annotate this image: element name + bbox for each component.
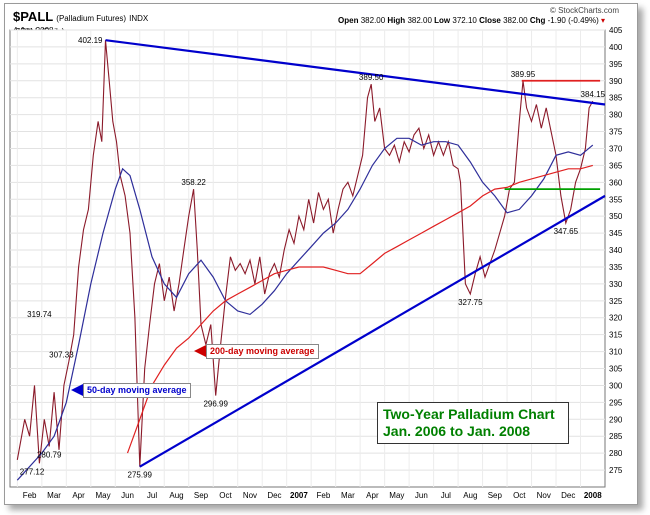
close-label: Close bbox=[479, 16, 501, 25]
caption-line-2: Jan. 2006 to Jan. 2008 bbox=[383, 423, 531, 439]
data-label: 319.74 bbox=[27, 310, 52, 319]
chg-value: -1.90 (-0.49%) bbox=[547, 16, 599, 25]
series-ma200 bbox=[126, 164, 593, 454]
ma200-annotation: 200-day moving average bbox=[206, 344, 319, 359]
exchange: INDX bbox=[129, 14, 149, 23]
y-tick-label: 345 bbox=[609, 229, 623, 238]
ma50-annotation: 50-day moving average bbox=[83, 383, 191, 398]
data-label: 277.12 bbox=[20, 467, 45, 476]
data-label: 389.50 bbox=[359, 73, 384, 82]
chart-caption: Two-Year Palladium Chart Jan. 2006 to Ja… bbox=[377, 402, 569, 444]
x-tick-label: Mar bbox=[341, 491, 355, 500]
x-tick-label: 2007 bbox=[290, 491, 308, 500]
high-value: 382.00 bbox=[407, 16, 432, 25]
x-tick-label: Jun bbox=[415, 491, 428, 500]
open-value: 382.00 bbox=[360, 16, 386, 25]
symbol-name: (Palladium Futures) bbox=[56, 14, 127, 23]
data-label: 327.75 bbox=[458, 298, 483, 307]
y-tick-label: 385 bbox=[609, 94, 623, 103]
x-tick-label: Nov bbox=[537, 491, 551, 500]
x-tick-label: Jun bbox=[121, 491, 134, 500]
data-label: 275.99 bbox=[128, 471, 153, 480]
y-tick-label: 275 bbox=[609, 466, 623, 475]
open-label: Open bbox=[338, 16, 359, 25]
y-tick-label: 300 bbox=[609, 381, 623, 390]
x-tick-label: Mar bbox=[47, 491, 61, 500]
x-tick-label: Sep bbox=[488, 491, 503, 500]
x-tick-label: Apr bbox=[366, 491, 379, 500]
line-trend_upper bbox=[105, 39, 606, 106]
y-tick-label: 350 bbox=[609, 212, 623, 221]
data-label: 347.65 bbox=[554, 227, 579, 236]
y-tick-label: 380 bbox=[609, 111, 623, 120]
data-label: 307.33 bbox=[49, 351, 74, 360]
close-value: 382.00 bbox=[503, 16, 528, 25]
x-tick-label: May bbox=[389, 491, 404, 500]
x-tick-label: Sep bbox=[194, 491, 209, 500]
x-tick-label: Oct bbox=[513, 491, 526, 500]
y-tick-label: 365 bbox=[609, 161, 623, 170]
ohlc-readout: Open 382.00 High 382.00 Low 372.10 Close… bbox=[338, 16, 605, 25]
y-tick-label: 405 bbox=[609, 26, 623, 35]
series-price bbox=[16, 40, 594, 467]
chart-frame: $PALL (Palladium Futures) INDX 4-Jan-200… bbox=[4, 3, 638, 505]
x-tick-label: Oct bbox=[219, 491, 232, 500]
y-tick-label: 375 bbox=[609, 128, 623, 137]
y-tick-label: 340 bbox=[609, 246, 623, 255]
y-tick-label: 320 bbox=[609, 314, 623, 323]
y-tick-label: 325 bbox=[609, 297, 623, 306]
symbol: $PALL bbox=[13, 9, 54, 24]
low-value: 372.10 bbox=[452, 16, 477, 25]
y-tick-label: 370 bbox=[609, 144, 623, 153]
y-tick-label: 360 bbox=[609, 178, 623, 187]
y-tick-label: 305 bbox=[609, 365, 623, 374]
y-tick-label: 395 bbox=[609, 60, 623, 69]
arrow-left-icon bbox=[71, 384, 83, 396]
x-tick-label: Feb bbox=[317, 491, 331, 500]
y-tick-label: 400 bbox=[609, 43, 623, 52]
y-tick-label: 285 bbox=[609, 432, 623, 441]
data-label: 296.99 bbox=[203, 400, 228, 409]
x-tick-label: Feb bbox=[23, 491, 37, 500]
data-label: 384.15 bbox=[581, 90, 606, 99]
x-tick-label: Aug bbox=[169, 491, 183, 500]
data-label: 358.22 bbox=[181, 178, 206, 187]
y-tick-label: 335 bbox=[609, 263, 623, 272]
arrow-left-icon bbox=[194, 345, 206, 357]
data-label: 389.95 bbox=[511, 70, 536, 79]
y-tick-label: 355 bbox=[609, 195, 623, 204]
high-label: High bbox=[387, 16, 406, 25]
x-tick-label: Jul bbox=[147, 491, 157, 500]
y-tick-label: 330 bbox=[609, 280, 623, 289]
watermark: © StockCharts.com bbox=[549, 6, 619, 15]
x-tick-label: Jul bbox=[441, 491, 451, 500]
caption-line-1: Two-Year Palladium Chart bbox=[383, 406, 555, 422]
x-tick-label: May bbox=[95, 491, 110, 500]
y-tick-label: 290 bbox=[609, 415, 623, 424]
y-tick-label: 295 bbox=[609, 398, 623, 407]
x-tick-label: Dec bbox=[561, 491, 575, 500]
y-tick-label: 310 bbox=[609, 348, 623, 357]
y-tick-label: 280 bbox=[609, 449, 623, 458]
down-triangle-icon: ▾ bbox=[600, 16, 605, 25]
x-tick-label: Aug bbox=[463, 491, 477, 500]
series-ma50 bbox=[16, 137, 594, 481]
line-trend_lower bbox=[139, 194, 606, 468]
y-tick-label: 390 bbox=[609, 77, 623, 86]
chg-label: Chg bbox=[529, 16, 546, 25]
x-tick-label: Dec bbox=[267, 491, 281, 500]
x-tick-label: 2008 bbox=[584, 491, 602, 500]
x-tick-label: Apr bbox=[72, 491, 85, 500]
y-tick-label: 315 bbox=[609, 331, 623, 340]
low-label: Low bbox=[434, 16, 451, 25]
x-tick-label: Nov bbox=[243, 491, 257, 500]
data-label: 280.79 bbox=[37, 450, 62, 459]
data-label: 402.19 bbox=[78, 36, 103, 45]
